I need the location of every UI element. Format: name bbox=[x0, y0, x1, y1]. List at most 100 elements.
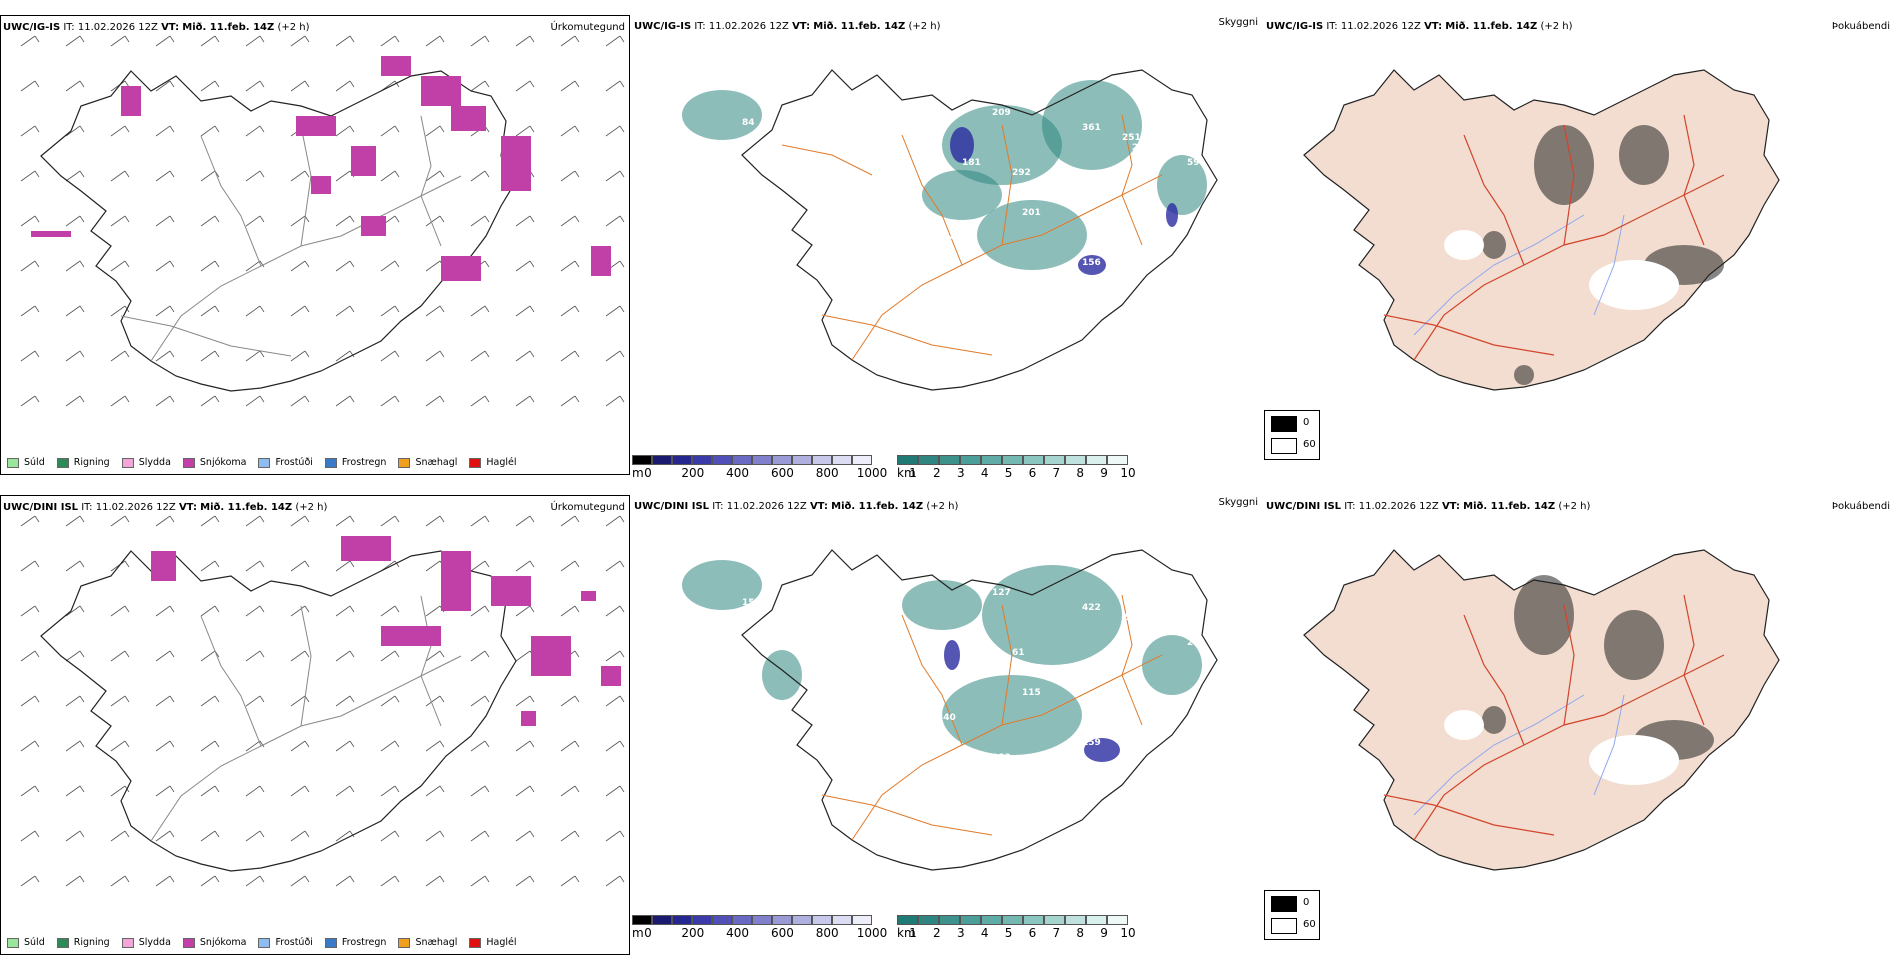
colorbar-unit: m bbox=[632, 466, 644, 480]
visibility-panel-2[interactable]: UWC/DINI ISL IT: 11.02.2026 12Z VT: Mið.… bbox=[632, 495, 1262, 955]
fog-panel-1[interactable]: UWC/IG-IS IT: 11.02.2026 12Z VT: Mið. 11… bbox=[1264, 15, 1894, 475]
cloud-base-value: 252 bbox=[1132, 143, 1151, 153]
wind-barb bbox=[515, 605, 535, 617]
colorbar-cell bbox=[852, 455, 872, 465]
wind-barb bbox=[380, 650, 400, 662]
wind-barb bbox=[335, 350, 355, 362]
colorbar-unit: km bbox=[897, 926, 916, 940]
legend-label: Snæhagl bbox=[415, 457, 458, 468]
rivers bbox=[1413, 214, 1625, 336]
cloud-base-value: 361 bbox=[1082, 123, 1101, 133]
wind-barb bbox=[290, 560, 310, 572]
fog-legend-swatch-dark bbox=[1271, 896, 1297, 912]
wind-barb bbox=[335, 35, 355, 47]
wind-barb bbox=[380, 125, 400, 137]
wind-barb bbox=[425, 650, 445, 662]
wind-barb bbox=[110, 170, 130, 182]
wind-barb bbox=[245, 260, 265, 272]
wind-barb bbox=[335, 875, 355, 887]
legend-label: Haglél bbox=[486, 457, 517, 468]
panel-type-label: Skyggni bbox=[1218, 497, 1258, 508]
wind-barb bbox=[20, 560, 40, 572]
wind-barb bbox=[20, 785, 40, 797]
wind-barb bbox=[515, 260, 535, 272]
legend-label: Rigning bbox=[73, 937, 110, 948]
wind-barb bbox=[200, 695, 220, 707]
wind-barb bbox=[290, 260, 310, 272]
precip-legend-item: Slydda bbox=[121, 937, 171, 948]
wind-barb bbox=[155, 395, 175, 407]
wind-barb bbox=[605, 125, 625, 137]
colorbar-tick: 1000 bbox=[856, 466, 888, 480]
colorbar-tick: 10 bbox=[1120, 926, 1136, 940]
colorbar-tick: 10 bbox=[1120, 466, 1136, 480]
colorbar-cell bbox=[1023, 455, 1044, 465]
snow-patches bbox=[151, 536, 621, 726]
wind-barb bbox=[65, 125, 85, 137]
wind-barb bbox=[605, 80, 625, 92]
legend-swatch bbox=[469, 937, 482, 948]
visibility-panel-1[interactable]: UWC/IG-IS IT: 11.02.2026 12Z VT: Mið. 11… bbox=[632, 15, 1262, 480]
colorbar-tick: 7 bbox=[1052, 926, 1061, 940]
wind-barb bbox=[245, 605, 265, 617]
snow-patches bbox=[31, 56, 611, 281]
wind-barb bbox=[290, 875, 310, 887]
wind-barb bbox=[605, 740, 625, 752]
colorbar-tick: 4 bbox=[980, 466, 989, 480]
wind-barb bbox=[20, 260, 40, 272]
wind-barb bbox=[515, 875, 535, 887]
colorbar-cell bbox=[732, 455, 752, 465]
precip-type-panel-2[interactable]: UWC/DINI ISL IT: 11.02.2026 12Z VT: Mið.… bbox=[0, 495, 630, 955]
cloud-base-value: 340 bbox=[937, 713, 956, 723]
wind-barb bbox=[380, 395, 400, 407]
cloud-base-value: 61 bbox=[1012, 648, 1025, 658]
panel-header: UWC/IG-IS IT: 11.02.2026 12Z VT: Mið. 11… bbox=[634, 21, 941, 32]
colorbar-tick: 7 bbox=[1052, 466, 1061, 480]
cloud-base-value: 58 bbox=[802, 103, 815, 113]
wind-barb bbox=[20, 650, 40, 662]
precip-map-1[interactable] bbox=[1, 16, 631, 446]
precip-legend-item: Frostúði bbox=[258, 457, 313, 468]
fog-map-2[interactable] bbox=[1264, 495, 1894, 925]
wind-barb bbox=[425, 350, 445, 362]
precip-type-panel-1[interactable]: UWC/IG-IS IT: 11.02.2026 12Z VT: Mið. 11… bbox=[0, 15, 630, 475]
wind-barb bbox=[515, 215, 535, 227]
wind-barb bbox=[290, 350, 310, 362]
wind-barb bbox=[200, 125, 220, 137]
wind-barb bbox=[200, 170, 220, 182]
roads-gray bbox=[150, 595, 462, 842]
wind-barb bbox=[155, 695, 175, 707]
fog-panel-2[interactable]: UWC/DINI ISL IT: 11.02.2026 12Z VT: Mið.… bbox=[1264, 495, 1894, 955]
wind-barb bbox=[65, 875, 85, 887]
precip-map-2[interactable] bbox=[1, 496, 631, 926]
legend-swatch bbox=[258, 937, 271, 948]
precip-legend-item: Súld bbox=[7, 937, 45, 948]
wind-barb bbox=[110, 125, 130, 137]
legend-label: Frostregn bbox=[341, 937, 387, 948]
fog-map-1[interactable] bbox=[1264, 15, 1894, 445]
colorbar-tick: 200 bbox=[681, 466, 705, 480]
wind-barb bbox=[20, 305, 40, 317]
colorbar-cell bbox=[672, 455, 692, 465]
wind-barb bbox=[470, 35, 490, 47]
wind-barb bbox=[200, 305, 220, 317]
colorbar-cell bbox=[1086, 915, 1107, 925]
wind-barb bbox=[20, 350, 40, 362]
wind-barb bbox=[380, 875, 400, 887]
wind-barb bbox=[470, 395, 490, 407]
cloud-base-value: 422 bbox=[1082, 603, 1101, 613]
wind-barb bbox=[110, 350, 130, 362]
wind-barb bbox=[290, 785, 310, 797]
colorbar-cell bbox=[792, 455, 812, 465]
colorbar-tick: 5 bbox=[1004, 466, 1013, 480]
wind-barb bbox=[200, 395, 220, 407]
wind-barb bbox=[20, 830, 40, 842]
colorbar-cell bbox=[981, 455, 1002, 465]
wind-barb bbox=[605, 305, 625, 317]
wind-barb bbox=[110, 395, 130, 407]
wind-barb bbox=[245, 35, 265, 47]
precip-legend-item: Rigning bbox=[56, 457, 110, 468]
wind-barb bbox=[560, 605, 580, 617]
